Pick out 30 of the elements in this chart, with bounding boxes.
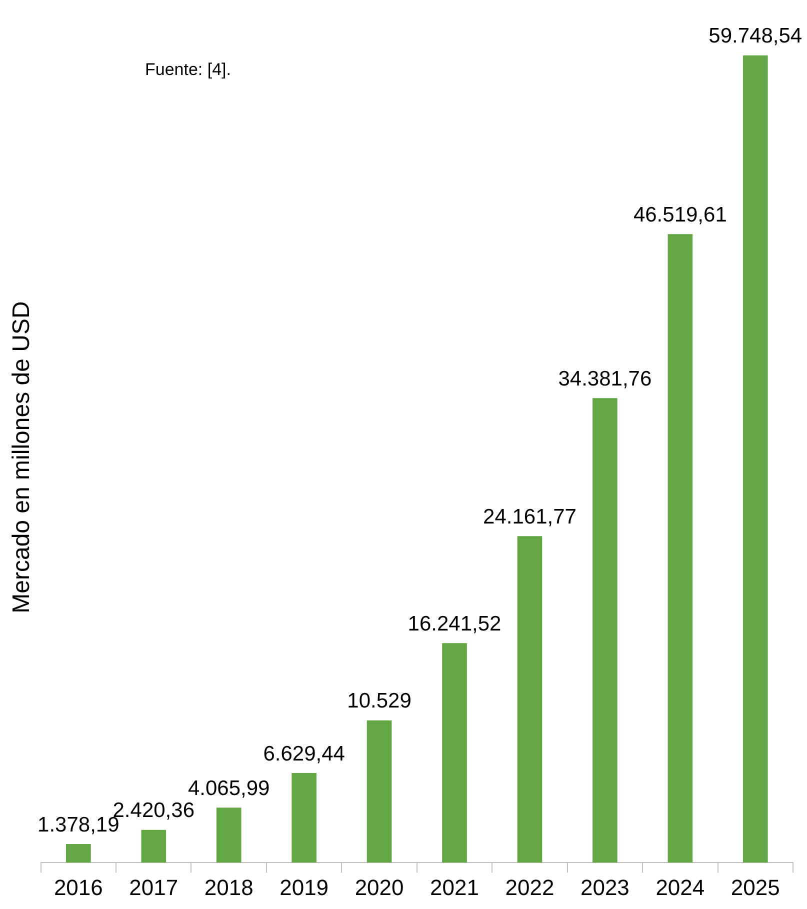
bar bbox=[141, 830, 166, 863]
data-label: 6.629,44 bbox=[263, 742, 346, 766]
y-axis-title: Mercado en millones de USD bbox=[8, 301, 36, 614]
data-label: 4.065,99 bbox=[188, 776, 270, 800]
bar bbox=[216, 808, 242, 863]
x-tick-label: 2024 bbox=[656, 874, 705, 900]
data-label: 10.529 bbox=[347, 690, 412, 713]
x-tick-label: 2016 bbox=[54, 874, 103, 900]
x-tick-label: 2023 bbox=[580, 874, 630, 900]
bar bbox=[742, 55, 768, 863]
bar bbox=[292, 773, 316, 863]
x-tick-label: 2018 bbox=[204, 874, 254, 900]
data-label: 34.381,76 bbox=[558, 367, 652, 390]
data-label: 16.241,52 bbox=[408, 612, 502, 636]
bar bbox=[668, 234, 693, 863]
bar bbox=[66, 844, 91, 863]
x-tick-label: 2022 bbox=[505, 874, 554, 900]
x-tick-label: 2025 bbox=[730, 874, 780, 900]
x-tick-label: 2020 bbox=[354, 874, 404, 900]
x-tick-label: 2019 bbox=[280, 874, 329, 900]
annotation: Fuente: [4]. bbox=[145, 60, 231, 80]
x-tick-label: 2017 bbox=[129, 874, 178, 900]
bar bbox=[366, 720, 392, 863]
bar bbox=[442, 643, 467, 863]
x-tick-label: 2021 bbox=[430, 874, 479, 900]
bar bbox=[592, 398, 618, 863]
data-label: 46.519,61 bbox=[633, 203, 727, 226]
data-label: 24.161,77 bbox=[483, 505, 576, 528]
data-label: 59.748,54 bbox=[708, 24, 802, 48]
bar bbox=[517, 536, 542, 863]
